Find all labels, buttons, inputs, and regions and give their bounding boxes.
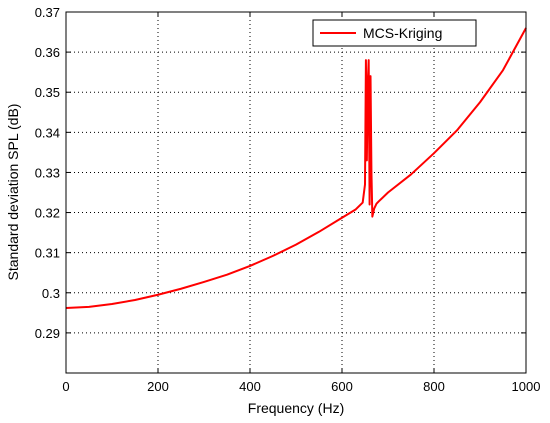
x-tick-label: 800 xyxy=(423,379,445,394)
plot-frame xyxy=(65,11,527,374)
x-axis-label: Frequency (Hz) xyxy=(248,400,344,416)
x-tick-label: 1000 xyxy=(512,379,541,394)
x-tick-label: 200 xyxy=(147,379,169,394)
grid xyxy=(66,12,526,373)
legend-label: MCS-Kriging xyxy=(363,25,442,41)
y-axis-label: Standard deviation SPL (dB) xyxy=(5,104,21,281)
tick-labels: 0 200 400 600 800 1000 0.29 0.3 0.31 0.32 0.33 0.34… xyxy=(35,5,541,394)
plot-area xyxy=(66,12,526,373)
y-tick-label: 0.37 xyxy=(35,5,60,20)
y-tick-label: 0.34 xyxy=(35,125,60,140)
y-tick-label: 0.36 xyxy=(35,45,60,60)
y-tick-label: 0.3 xyxy=(42,286,60,301)
series-line-mcs-kriging xyxy=(65,27,527,310)
y-tick-label: 0.33 xyxy=(35,165,60,180)
x-tick-label: 600 xyxy=(331,379,353,394)
y-tick-label: 0.32 xyxy=(35,206,60,221)
y-tick-label: 0.31 xyxy=(35,246,60,261)
x-tick-label: 400 xyxy=(239,379,261,394)
y-tick-label: 0.35 xyxy=(35,85,60,100)
series-layer xyxy=(65,27,527,310)
x-tick-label: 0 xyxy=(62,379,69,394)
y-tick-label: 0.29 xyxy=(35,326,60,341)
legend: MCS-Kriging xyxy=(312,19,477,47)
